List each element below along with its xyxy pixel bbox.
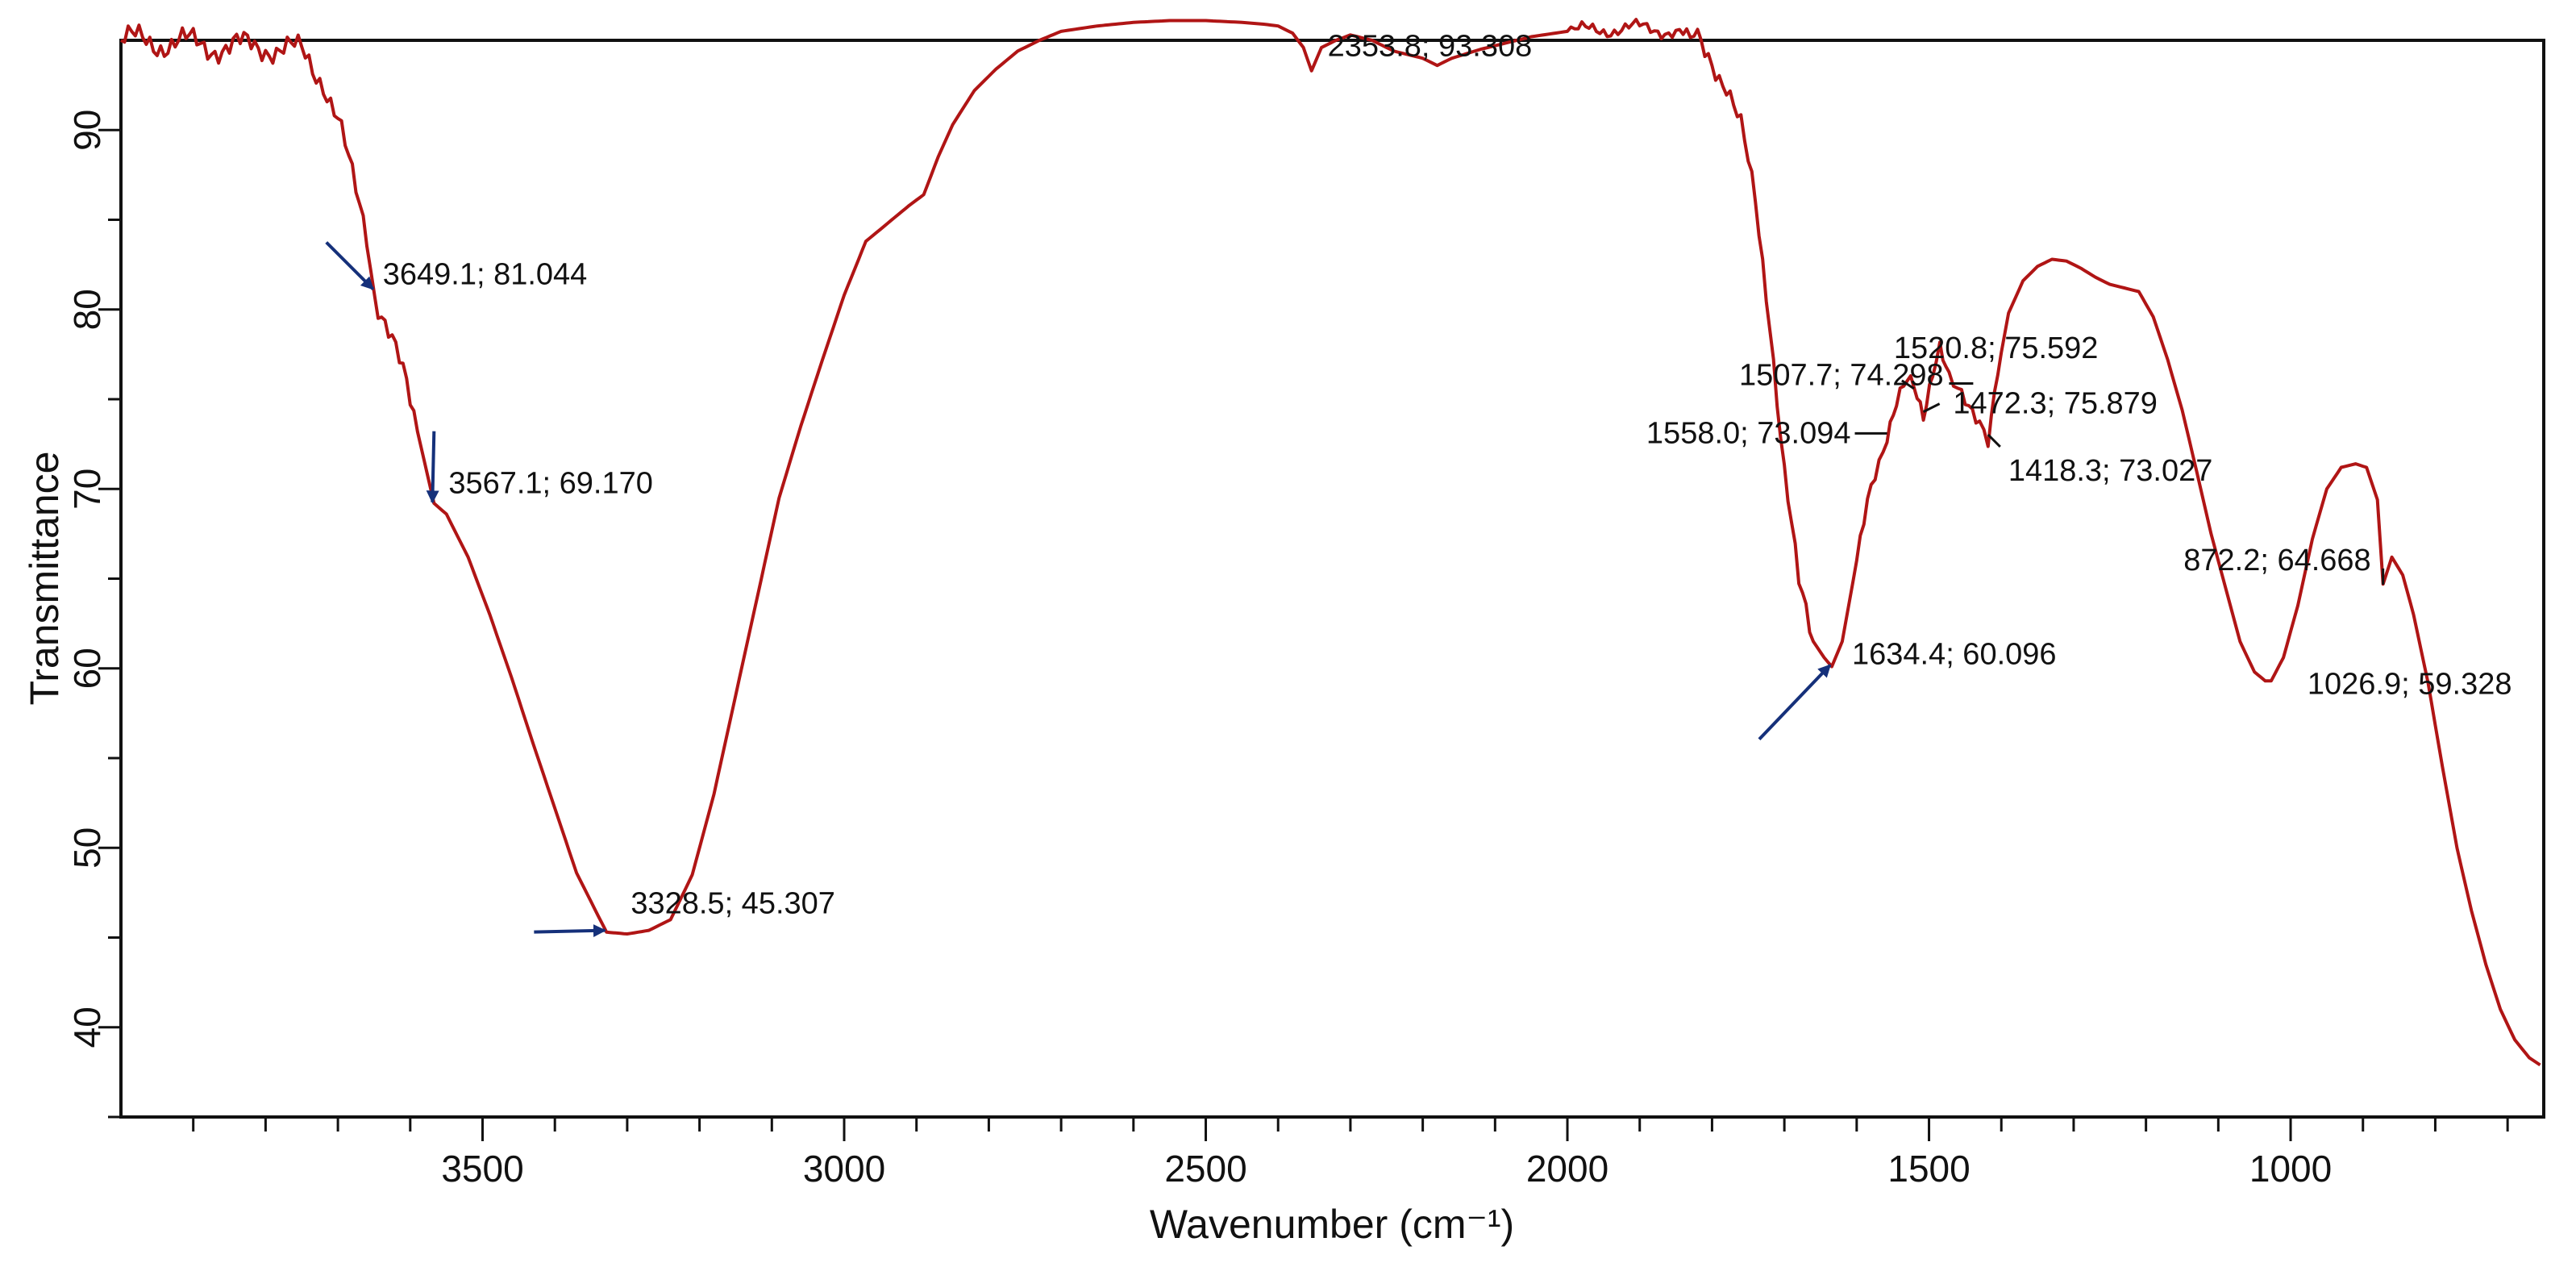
- annotation-label: 872.2; 64.668: [2183, 544, 2370, 577]
- annotation-leader: [1901, 379, 1915, 390]
- annotation-label: 3649.1; 81.044: [383, 258, 588, 292]
- x-tick-label: 1000: [2249, 1148, 2332, 1190]
- annotation-label: 1026.9; 59.328: [2308, 668, 2512, 702]
- annotation-label: 1558.0; 73.094: [1646, 416, 1851, 450]
- x-tick-label: 2000: [1526, 1148, 1608, 1190]
- y-axis-title: Transmittance: [22, 452, 67, 706]
- y-tick-label: 50: [66, 827, 108, 869]
- peak-annotations: 3649.1; 81.044 3567.1; 69.170 3328.5; 45.3…: [325, 30, 2512, 937]
- y-tick-label: 80: [66, 289, 108, 330]
- plot-frame: [119, 39, 2545, 1119]
- annotation-label: 1418.3; 73.027: [2008, 454, 2213, 488]
- x-tick-label: 1500: [1887, 1148, 1970, 1190]
- annotation-label: 2353.8; 93.308: [1328, 30, 1533, 64]
- annotation-label: 1520.8; 75.592: [1894, 331, 2099, 365]
- x-tick-label: 3500: [441, 1148, 523, 1190]
- y-tick-label: 90: [66, 110, 108, 151]
- x-tick-label: 2500: [1164, 1148, 1246, 1190]
- y-tick-label: 60: [66, 648, 108, 689]
- annotation-arrow: [534, 923, 606, 937]
- y-tick-label: 70: [66, 469, 108, 510]
- annotation-label: 3567.1; 69.170: [448, 467, 653, 501]
- x-tick-label: 3000: [803, 1148, 885, 1190]
- annotation-arrow: [426, 431, 439, 504]
- annotation-arrow: [1758, 664, 1832, 740]
- x-axis-ticks: 3500 3000 2500 2000 1500 1000: [192, 1117, 2509, 1190]
- y-axis-ticks: 90 80 70 60 50 40: [66, 110, 121, 1119]
- annotation-label: 1634.4; 60.096: [1852, 638, 2057, 672]
- x-axis-title: Wavenumber (cm⁻¹): [1150, 1202, 1514, 1247]
- annotation-label: 3328.5; 45.307: [630, 887, 835, 921]
- annotation-leader: [1922, 402, 1941, 413]
- annotation-label: 1472.3; 75.879: [1953, 386, 2158, 420]
- annotation-arrow: [325, 241, 375, 290]
- annotation-leader: [1987, 433, 2001, 448]
- y-tick-label: 40: [66, 1007, 108, 1048]
- spectrum-line: [120, 18, 2541, 1067]
